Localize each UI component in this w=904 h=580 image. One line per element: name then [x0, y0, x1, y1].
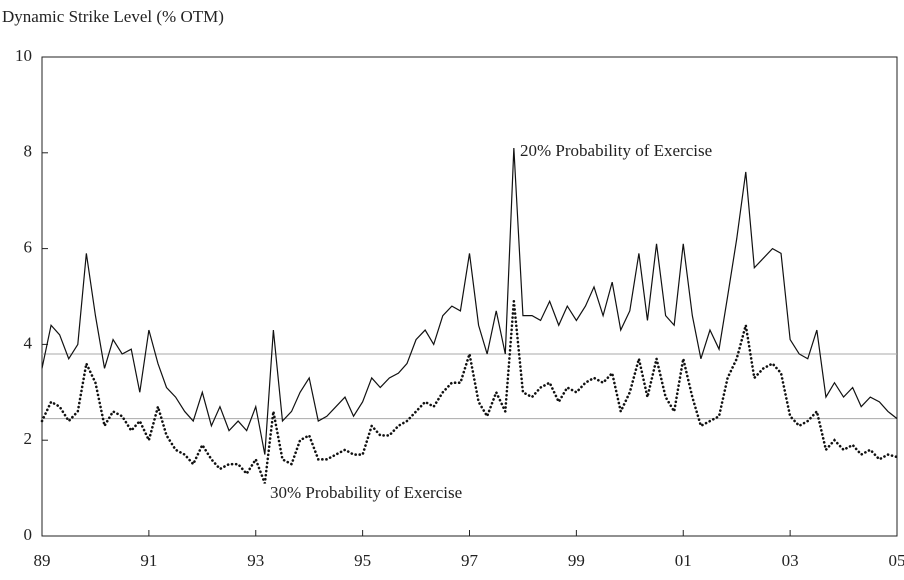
y-tick-label: 6	[24, 238, 33, 257]
x-tick-label: 05	[889, 551, 904, 570]
y-axis-label: Dynamic Strike Level (% OTM)	[2, 7, 224, 26]
x-tick-label: 95	[354, 551, 371, 570]
x-tick-label: 99	[568, 551, 585, 570]
x-tick-label: 01	[675, 551, 692, 570]
y-tick-label: 0	[24, 525, 33, 544]
x-tick-label: 89	[34, 551, 51, 570]
x-tick-label: 03	[782, 551, 799, 570]
y-tick-label: 4	[24, 333, 33, 352]
y-tick-label: 2	[24, 429, 33, 448]
plot-frame	[42, 57, 897, 536]
x-tick-label: 97	[461, 551, 479, 570]
y-tick-label: 8	[24, 142, 33, 161]
series-line	[42, 148, 897, 455]
y-tick-label: 10	[15, 46, 32, 65]
x-tick-label: 93	[247, 551, 264, 570]
x-tick-label: 91	[140, 551, 157, 570]
annotation: 20% Probability of Exercise	[520, 141, 712, 160]
annotation: 30% Probability of Exercise	[270, 483, 462, 502]
